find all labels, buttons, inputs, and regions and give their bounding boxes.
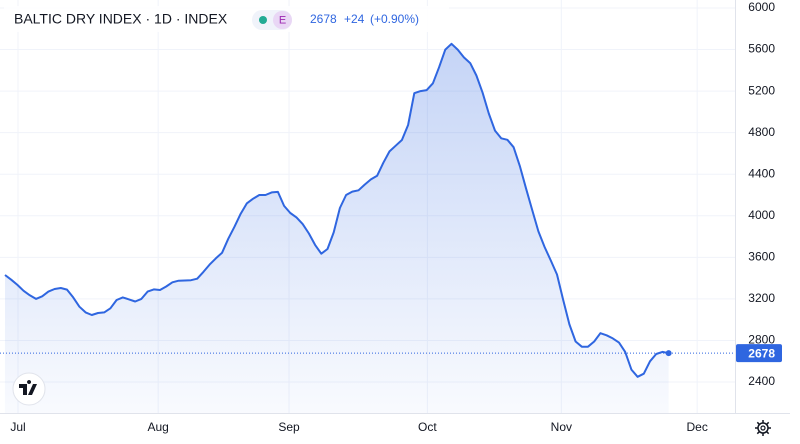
change: +24 — [344, 12, 365, 26]
y-tick-label: 5200 — [748, 83, 775, 97]
plot — [0, 42, 735, 414]
y-tick-label: 5600 — [748, 42, 775, 56]
settings-icon[interactable] — [755, 420, 771, 436]
y-tick-label: 4400 — [748, 166, 775, 180]
y-tick-label: 4000 — [748, 208, 775, 222]
y-tick-label: 4800 — [748, 125, 775, 139]
x-tick-label: Dec — [686, 420, 707, 434]
last-price: 2678 — [310, 12, 337, 26]
tv-logo[interactable] — [12, 372, 46, 406]
x-tick-label: Oct — [418, 420, 437, 434]
y-tick-label: 6000 — [748, 0, 775, 14]
area-fill — [4, 43, 669, 414]
legend-bg — [4, 6, 449, 32]
change-pct: (+0.90%) — [370, 12, 419, 26]
badge-e[interactable]: E — [279, 14, 286, 26]
status-dot — [259, 16, 267, 24]
y-tick-label: 3200 — [748, 291, 775, 305]
last-point — [665, 350, 672, 357]
y-tick-label: 2400 — [748, 374, 775, 388]
last-price-label: 2678 — [748, 346, 775, 360]
x-tick-label: Nov — [551, 420, 572, 434]
y-tick-label: 3600 — [748, 250, 775, 264]
x-tick-label: Aug — [147, 420, 168, 434]
chart-title: BALTIC DRY INDEX · 1D · INDEX — [14, 11, 228, 27]
x-tick-label: Sep — [278, 420, 300, 434]
price-line — [4, 42, 669, 378]
badge-e-bg[interactable] — [273, 11, 292, 29]
last-price-tag — [736, 344, 782, 363]
x-tick-label: Jul — [10, 420, 25, 434]
y-tick-label: 2800 — [748, 333, 775, 347]
